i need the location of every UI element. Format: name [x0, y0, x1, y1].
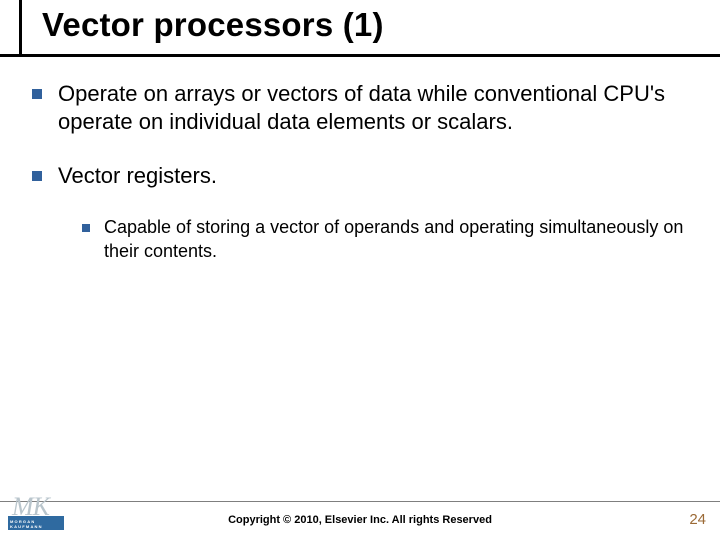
- bullet-text: Operate on arrays or vectors of data whi…: [58, 80, 692, 136]
- logo-initials: MK: [12, 492, 49, 522]
- square-bullet-icon: [32, 89, 42, 99]
- logo-subscript: MORGAN KAUFMANN: [10, 519, 66, 529]
- bullet-level2-list: Capable of storing a vector of operands …: [82, 216, 692, 263]
- square-bullet-icon: [82, 224, 90, 232]
- bullet-text: Capable of storing a vector of operands …: [104, 216, 692, 263]
- square-bullet-icon: [32, 171, 42, 181]
- content-area: Operate on arrays or vectors of data whi…: [32, 80, 692, 263]
- slide-title: Vector processors (1): [42, 6, 384, 44]
- title-underline: [0, 54, 720, 57]
- bullet-level1: Vector registers.: [32, 162, 692, 190]
- publisher-logo: MK MORGAN KAUFMANN: [6, 494, 66, 534]
- bullet-level1: Operate on arrays or vectors of data whi…: [32, 80, 692, 136]
- bullet-level2: Capable of storing a vector of operands …: [82, 216, 692, 263]
- copyright-text: Copyright © 2010, Elsevier Inc. All righ…: [0, 514, 720, 526]
- bullet-text: Vector registers.: [58, 162, 217, 190]
- title-left-rule: [0, 0, 22, 55]
- slide: Vector processors (1) Operate on arrays …: [0, 0, 720, 540]
- page-number: 24: [689, 511, 706, 528]
- footer-divider: [0, 501, 720, 502]
